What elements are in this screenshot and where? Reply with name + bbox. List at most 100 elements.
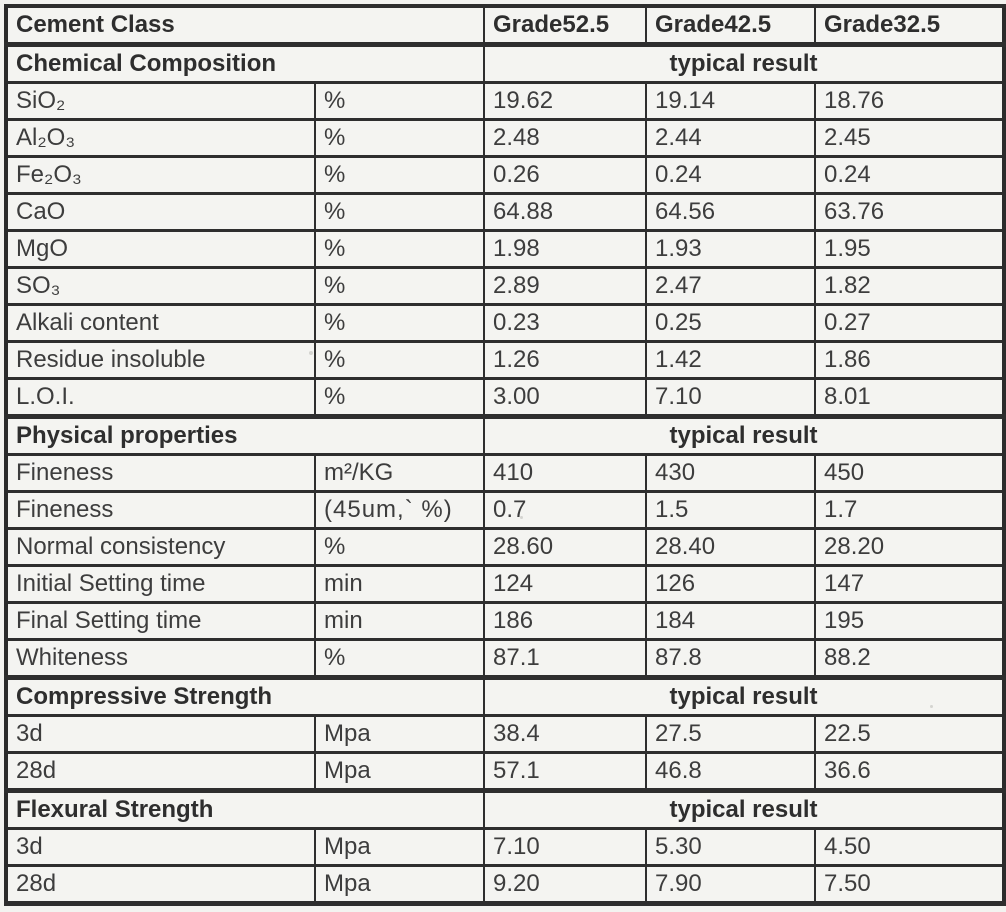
value-cell: 450: [814, 452, 1006, 493]
unit-cell: (45um,` %): [313, 489, 486, 530]
value-cell: 1.95: [814, 229, 1006, 269]
value-cell: 27.5: [645, 713, 817, 754]
property-cell: 28d: [5, 863, 316, 907]
property-cell: Final Setting time: [5, 600, 316, 641]
value-cell: 124: [483, 563, 648, 604]
value-cell: 46.8: [645, 750, 817, 792]
unit-cell: %: [313, 81, 486, 122]
value-cell: 4.50: [814, 826, 1006, 867]
value-cell: 0.25: [645, 302, 817, 343]
value-cell: 0.7: [483, 489, 648, 530]
value-cell: 87.1: [483, 637, 648, 679]
value-cell: 28.60: [483, 526, 648, 567]
table-row: Alkali content % 0.23 0.25 0.27: [5, 302, 1006, 343]
property-cell: L.O.I.: [5, 376, 316, 418]
value-cell: 64.56: [645, 192, 817, 232]
unit-cell: %: [313, 339, 486, 380]
table-row: 3d Mpa 38.4 27.5 22.5: [5, 713, 1006, 754]
table-header-row: Cement Class Grade52.5 Grade42.5 Grade32…: [4, 4, 1006, 47]
unit-cell: %: [313, 526, 486, 567]
property-cell: Normal consistency: [5, 526, 316, 567]
value-cell: 2.44: [645, 118, 817, 159]
value-cell: 88.2: [814, 637, 1006, 679]
scan-speck: [520, 516, 523, 519]
value-cell: 2.45: [814, 118, 1006, 159]
scan-speck: [930, 705, 933, 708]
property-cell: Initial Setting time: [5, 563, 316, 604]
property-cell: SiO₂: [5, 81, 316, 122]
table-row: MgO % 1.98 1.93 1.95: [5, 229, 1006, 269]
property-cell: Fe₂O₃: [5, 155, 316, 196]
value-cell: 2.48: [483, 118, 648, 159]
table-row: Final Setting time min 186 184 195: [5, 600, 1006, 641]
value-cell: 126: [645, 563, 817, 604]
value-cell: 1.82: [814, 265, 1006, 306]
property-cell: 3d: [5, 826, 316, 867]
value-cell: 18.76: [814, 81, 1006, 122]
value-cell: 38.4: [483, 713, 648, 754]
cement-class-header: Cement Class: [4, 4, 486, 47]
section-title: Compressive Strength: [4, 674, 486, 717]
section-header-row: Chemical Composition typical result: [4, 42, 1006, 85]
value-cell: 63.76: [814, 192, 1006, 232]
table-row: Fineness (45um,` %) 0.7 1.5 1.7: [5, 489, 1006, 530]
value-cell: 7.10: [645, 376, 817, 418]
property-cell: Fineness: [5, 489, 316, 530]
table-row: 3d Mpa 7.10 5.30 4.50: [5, 826, 1006, 867]
section-header-row: Flexural Strength typical result: [4, 787, 1006, 830]
table-row: L.O.I. % 3.00 7.10 8.01: [5, 376, 1006, 418]
value-cell: 7.50: [814, 863, 1006, 907]
typical-result-label: typical result: [483, 413, 1006, 456]
value-cell: 1.26: [483, 339, 648, 380]
table-row: SiO₂ % 19.62 19.14 18.76: [5, 81, 1006, 122]
value-cell: 1.42: [645, 339, 817, 380]
value-cell: 0.27: [814, 302, 1006, 343]
property-cell: SO₃: [5, 265, 316, 306]
value-cell: 1.86: [814, 339, 1006, 380]
value-cell: 1.98: [483, 229, 648, 269]
unit-cell: %: [313, 155, 486, 196]
property-cell: Al₂O₃: [5, 118, 316, 159]
unit-cell: %: [313, 118, 486, 159]
table-row: Fineness m²/KG 410 430 450: [5, 452, 1006, 493]
value-cell: 186: [483, 600, 648, 641]
property-cell: 3d: [5, 713, 316, 754]
property-cell: Residue insoluble: [5, 339, 316, 380]
table-row: CaO % 64.88 64.56 63.76: [5, 192, 1006, 232]
unit-cell: %: [313, 229, 486, 269]
value-cell: 64.88: [483, 192, 648, 232]
value-cell: 430: [645, 452, 817, 493]
table-row: 28d Mpa 57.1 46.8 36.6: [5, 750, 1006, 792]
value-cell: 19.14: [645, 81, 817, 122]
value-cell: 184: [645, 600, 817, 641]
value-cell: 36.6: [814, 750, 1006, 792]
section-header-row: Compressive Strength typical result: [4, 674, 1006, 717]
property-cell: MgO: [5, 229, 316, 269]
grade-column-header: Grade42.5: [645, 4, 817, 47]
value-cell: 19.62: [483, 81, 648, 122]
cement-spec-table: Cement Class Grade52.5 Grade42.5 Grade32…: [4, 4, 1006, 907]
unit-cell: Mpa: [313, 713, 486, 754]
property-cell: Alkali content: [5, 302, 316, 343]
unit-cell: Mpa: [313, 826, 486, 867]
value-cell: 87.8: [645, 637, 817, 679]
value-cell: 195: [814, 600, 1006, 641]
typical-result-label: typical result: [483, 787, 1006, 830]
unit-cell: Mpa: [313, 750, 486, 792]
typical-result-label: typical result: [483, 674, 1006, 717]
unit-cell: min: [313, 600, 486, 641]
value-cell: 0.24: [645, 155, 817, 196]
section-title: Flexural Strength: [4, 787, 486, 830]
value-cell: 2.89: [483, 265, 648, 306]
value-cell: 7.90: [645, 863, 817, 907]
unit-cell: m²/KG: [313, 452, 486, 493]
unit-cell: Mpa: [313, 863, 486, 907]
property-cell: 28d: [5, 750, 316, 792]
value-cell: 28.40: [645, 526, 817, 567]
table-row: 28d Mpa 9.20 7.90 7.50: [5, 863, 1006, 907]
unit-cell: %: [313, 302, 486, 343]
value-cell: 147: [814, 563, 1006, 604]
property-cell: CaO: [5, 192, 316, 232]
value-cell: 22.5: [814, 713, 1006, 754]
table-row: Residue insoluble % 1.26 1.42 1.86: [5, 339, 1006, 380]
